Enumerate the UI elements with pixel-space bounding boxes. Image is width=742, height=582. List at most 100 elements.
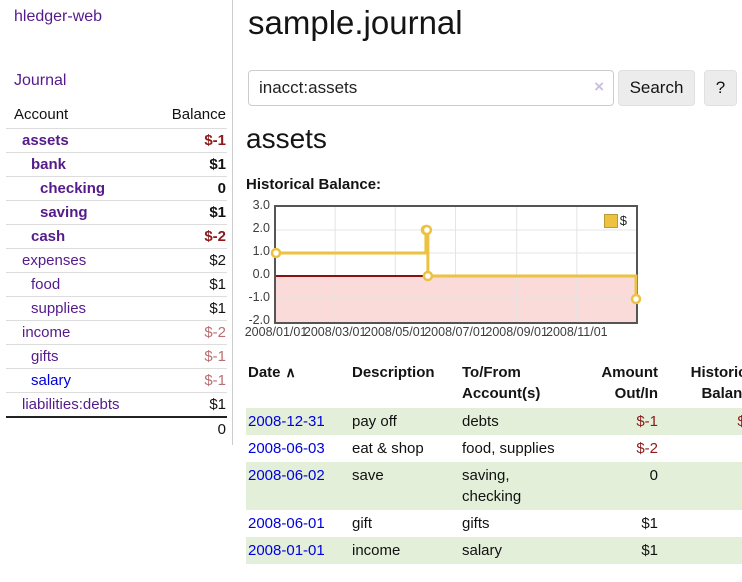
accounts-table: Account Balance assets $-1 bank $1 checking 0… xyxy=(6,103,227,441)
account-balance: $-2 xyxy=(204,324,226,341)
search-input[interactable] xyxy=(248,70,614,106)
sidebar-divider xyxy=(232,0,233,445)
y-axis-tick-label: 1.0 xyxy=(252,244,270,258)
account-link-income[interactable]: income xyxy=(22,324,71,341)
accounts-total-row: 0 xyxy=(6,416,227,441)
transaction-description: gift xyxy=(352,515,373,532)
chart-plot-area: $ xyxy=(270,205,642,324)
search-box: × xyxy=(248,70,614,106)
transaction-amount: $-2 xyxy=(636,440,658,457)
transaction-amount: $1 xyxy=(641,515,658,532)
register-row: 2008-06-03 eat & shop food, supplies $-20 xyxy=(246,435,742,462)
transaction-date-link[interactable]: 2008-01-01 xyxy=(248,542,325,559)
transaction-amount: $1 xyxy=(641,542,658,559)
account-link-bank[interactable]: bank xyxy=(31,156,67,173)
transaction-description: eat & shop xyxy=(352,440,424,457)
transaction-date-link[interactable]: 2008-12-31 xyxy=(248,413,325,430)
page-title: sample.journal xyxy=(248,4,463,41)
x-axis-tick-label: 2008/01/01 xyxy=(244,325,308,339)
register-row: 2008-01-01 income salary $1$1 xyxy=(246,537,742,564)
account-link-expenses[interactable]: expenses xyxy=(22,252,87,269)
transaction-amount: $-1 xyxy=(636,413,658,430)
transaction-historical-balance: $2 xyxy=(661,462,742,510)
account-balance: $1 xyxy=(209,300,226,317)
register-row: 2008-12-31 pay off debts $-1 $-1 xyxy=(246,408,742,435)
register-table: Date ∧ Description To/From Account(s) Amo… xyxy=(246,360,742,564)
x-axis-tick-label: 2008/07/01 xyxy=(424,325,487,339)
y-axis-tick-label: 2.0 xyxy=(252,221,270,235)
account-link-checking[interactable]: checking xyxy=(40,180,106,197)
transaction-description: income xyxy=(352,542,401,559)
transaction-amount: 0 xyxy=(649,467,658,484)
chart-heading: Historical Balance: xyxy=(246,176,382,193)
account-row: salary $-1 xyxy=(6,368,227,392)
brand-link[interactable]: hledger-web xyxy=(14,8,103,25)
account-link-cash[interactable]: cash xyxy=(31,228,66,245)
search-button[interactable]: Search xyxy=(618,70,695,106)
transaction-description: pay off xyxy=(352,413,397,430)
account-balance: $1 xyxy=(209,156,226,173)
account-link-food[interactable]: food xyxy=(31,276,61,293)
register-row: 2008-06-02 save saving, checking 0$2 xyxy=(246,462,742,510)
register-row: 2008-06-01 gift gifts $1$2 xyxy=(246,510,742,537)
account-link-assets[interactable]: assets xyxy=(22,132,69,149)
account-link-gifts[interactable]: gifts xyxy=(31,348,59,365)
account-row: checking 0 xyxy=(6,176,227,200)
account-balance: $-2 xyxy=(204,228,226,245)
accounts-total-value: 0 xyxy=(217,421,226,438)
transaction-accounts: salary xyxy=(462,542,503,559)
historical-balance-chart: $ 3.0 2.0 1.0 0.0 -1.0 -2.0 2008/01/01 2008/03/… xyxy=(244,198,742,347)
transaction-accounts: saving, checking xyxy=(462,467,522,505)
account-row: saving $1 xyxy=(6,200,227,224)
accounts-header-balance: Balance xyxy=(171,106,226,123)
x-axis-tick-label: 2008/09/01 xyxy=(485,325,548,339)
y-axis-tick-label: 0.0 xyxy=(252,267,270,281)
transaction-date-link[interactable]: 2008-06-02 xyxy=(248,467,325,484)
transaction-historical-balance: $-1 xyxy=(737,413,742,430)
transaction-accounts: debts xyxy=(462,413,499,430)
account-link-saving[interactable]: saving xyxy=(40,204,88,221)
account-row: income $-2 xyxy=(6,320,227,344)
account-heading: assets xyxy=(246,123,327,154)
account-link-supplies[interactable]: supplies xyxy=(31,300,87,317)
account-balance: $1 xyxy=(209,276,226,293)
data-point-marker xyxy=(630,293,642,305)
account-row: cash $-2 xyxy=(6,224,227,248)
transaction-accounts: gifts xyxy=(462,515,490,532)
account-row: supplies $1 xyxy=(6,296,227,320)
column-header-amount: Amount Out/In xyxy=(601,364,658,402)
y-axis-tick-label: -1.0 xyxy=(248,290,270,304)
account-balance: $2 xyxy=(209,252,226,269)
sort-asc-icon: ∧ xyxy=(285,364,296,380)
x-axis-tick-label: 2008/05/01 xyxy=(364,325,427,339)
account-row: liabilities:debts $1 xyxy=(6,392,227,416)
account-link-salary[interactable]: salary xyxy=(31,372,72,389)
transaction-accounts: food, supplies xyxy=(462,440,555,457)
account-link-liabilities-debts[interactable]: liabilities:debts xyxy=(22,396,120,413)
account-balance: $1 xyxy=(209,396,226,413)
account-balance: 0 xyxy=(217,180,226,197)
register-header-row: Date ∧ Description To/From Account(s) Amo… xyxy=(246,360,742,408)
data-point-marker xyxy=(421,224,433,236)
y-axis-tick-label: -2.0 xyxy=(248,313,270,327)
transaction-date-link[interactable]: 2008-06-01 xyxy=(248,515,325,532)
chart-legend: $ xyxy=(603,213,627,228)
account-balance: $-1 xyxy=(204,132,226,149)
transaction-historical-balance: $2 xyxy=(661,510,742,537)
account-balance: $-1 xyxy=(204,372,226,389)
transaction-historical-balance: 0 xyxy=(661,435,742,462)
account-row: food $1 xyxy=(6,272,227,296)
transaction-description: save xyxy=(352,467,384,484)
help-button[interactable]: ? xyxy=(704,70,737,106)
column-header-date[interactable]: Date ∧ xyxy=(248,364,296,381)
account-row: expenses $2 xyxy=(6,248,227,272)
transaction-date-link[interactable]: 2008-06-03 xyxy=(248,440,325,457)
legend-swatch-icon xyxy=(603,213,618,228)
column-header-accounts: To/From Account(s) xyxy=(462,364,541,402)
clear-search-icon[interactable]: × xyxy=(594,77,604,96)
account-row: gifts $-1 xyxy=(6,344,227,368)
account-balance: $1 xyxy=(209,204,226,221)
account-balance: $-1 xyxy=(204,348,226,365)
sidebar-item-journal[interactable]: Journal xyxy=(14,72,67,89)
data-point-marker xyxy=(270,247,282,259)
